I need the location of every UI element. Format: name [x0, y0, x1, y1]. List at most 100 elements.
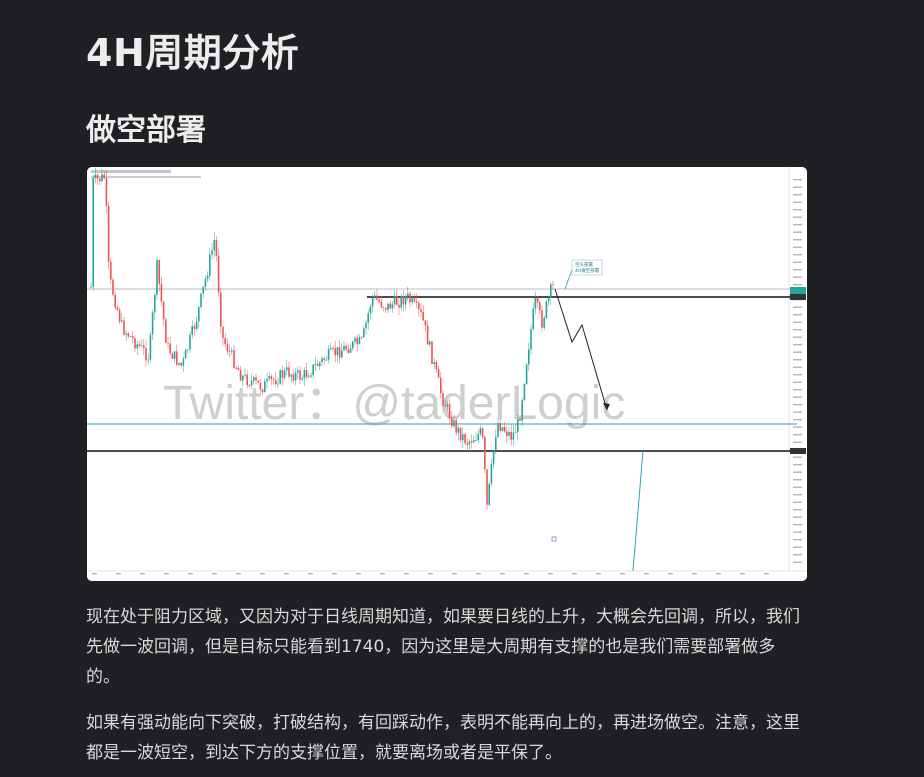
- candle-body: [134, 338, 136, 349]
- candle-body: [92, 177, 94, 287]
- time-tick: [332, 573, 337, 575]
- candle-body: [363, 328, 365, 338]
- candle-body: [378, 299, 380, 302]
- candle-body: [244, 374, 246, 376]
- candle-body: [541, 310, 543, 328]
- candle-body: [510, 431, 512, 440]
- candle-body: [107, 205, 110, 262]
- time-tick: [308, 573, 313, 575]
- candle-body: [330, 348, 332, 350]
- candle-body: [145, 348, 147, 361]
- time-tick: [716, 573, 721, 575]
- candle-body: [323, 358, 325, 361]
- candle-body: [226, 344, 229, 352]
- candle-body: [279, 370, 281, 384]
- price-tick: [793, 516, 802, 518]
- candle-body: [495, 436, 497, 452]
- price-tick: [793, 546, 802, 548]
- candle-body: [270, 376, 273, 380]
- candle-body: [420, 309, 422, 313]
- time-tick: [620, 573, 625, 575]
- candle-body: [272, 379, 275, 380]
- price-scale: [793, 179, 802, 563]
- candle-body: [167, 342, 169, 344]
- price-tick: [793, 486, 802, 488]
- candle-body: [501, 427, 504, 431]
- candle-body: [398, 304, 400, 308]
- candle-body: [473, 440, 475, 443]
- price-tick: [793, 344, 802, 346]
- candle-body: [525, 364, 528, 384]
- candle-body: [176, 351, 178, 365]
- price-tick: [793, 239, 802, 241]
- candle-body: [530, 329, 532, 350]
- price-tick: [793, 531, 802, 533]
- candle-body: [316, 364, 319, 367]
- price-tick: [793, 351, 802, 353]
- candles-group: [90, 167, 554, 511]
- candle-body: [413, 298, 416, 302]
- candle-body: [499, 423, 501, 431]
- candle-body: [400, 296, 402, 308]
- candle-body: [547, 297, 550, 302]
- candle-body: [162, 301, 165, 320]
- candle-body: [151, 312, 154, 335]
- projection-path: [554, 288, 608, 411]
- candle-body: [534, 298, 537, 309]
- candle-body: [481, 428, 484, 438]
- candle-body: [231, 350, 233, 352]
- time-tick: [404, 573, 409, 575]
- candle-body: [288, 367, 290, 377]
- price-tick: [793, 284, 802, 286]
- candle-body: [376, 295, 378, 300]
- candle-body: [281, 370, 284, 378]
- time-tick: [764, 573, 769, 575]
- candle-body: [156, 260, 158, 296]
- candle-body: [455, 420, 457, 433]
- price-tick: [793, 524, 802, 526]
- candle-body: [101, 174, 103, 182]
- candle-body: [198, 307, 200, 322]
- candle-body: [191, 326, 193, 335]
- candle-body: [138, 344, 141, 347]
- candle-body: [409, 293, 411, 303]
- candle-body: [127, 333, 130, 337]
- candle-body: [490, 463, 493, 484]
- candle-body: [352, 341, 354, 349]
- time-tick: [188, 573, 193, 575]
- candle-body: [299, 370, 301, 380]
- candle-body: [310, 375, 312, 377]
- section-title: 做空部署: [86, 113, 206, 148]
- candle-body: [290, 374, 292, 377]
- candle-body: [193, 326, 196, 330]
- price-tick: [793, 464, 802, 466]
- time-tick: [164, 573, 169, 575]
- candle-body: [448, 404, 451, 419]
- annotation-line-1: 空头部署: [575, 261, 593, 268]
- candle-body: [393, 296, 396, 305]
- price-tick: [793, 314, 802, 316]
- candle-body: [123, 320, 125, 335]
- candle-body: [442, 393, 444, 406]
- candle-body: [209, 254, 211, 276]
- candle-body: [528, 349, 530, 365]
- candle-body: [132, 336, 134, 339]
- time-tick: [140, 573, 145, 575]
- candle-body: [228, 351, 231, 353]
- candle-body: [341, 350, 343, 358]
- price-tick: [793, 366, 802, 368]
- candle-body: [444, 405, 446, 407]
- candle-body: [464, 434, 466, 444]
- time-tick: [236, 573, 241, 575]
- candle-body: [237, 367, 240, 371]
- candle-body: [545, 301, 548, 318]
- time-scale: [92, 573, 769, 575]
- candle-body: [431, 341, 433, 364]
- price-tick: [793, 224, 802, 226]
- candle-body: [255, 377, 257, 381]
- candle-body: [143, 345, 145, 349]
- analysis-paragraph-1: 现在处于阻力区域，又因为对于日线周期知道，如果要日线的上升，大概会先回调，所以，…: [86, 607, 800, 687]
- candle-body: [374, 295, 376, 297]
- price-tick: [793, 561, 802, 563]
- candle-body: [173, 351, 176, 359]
